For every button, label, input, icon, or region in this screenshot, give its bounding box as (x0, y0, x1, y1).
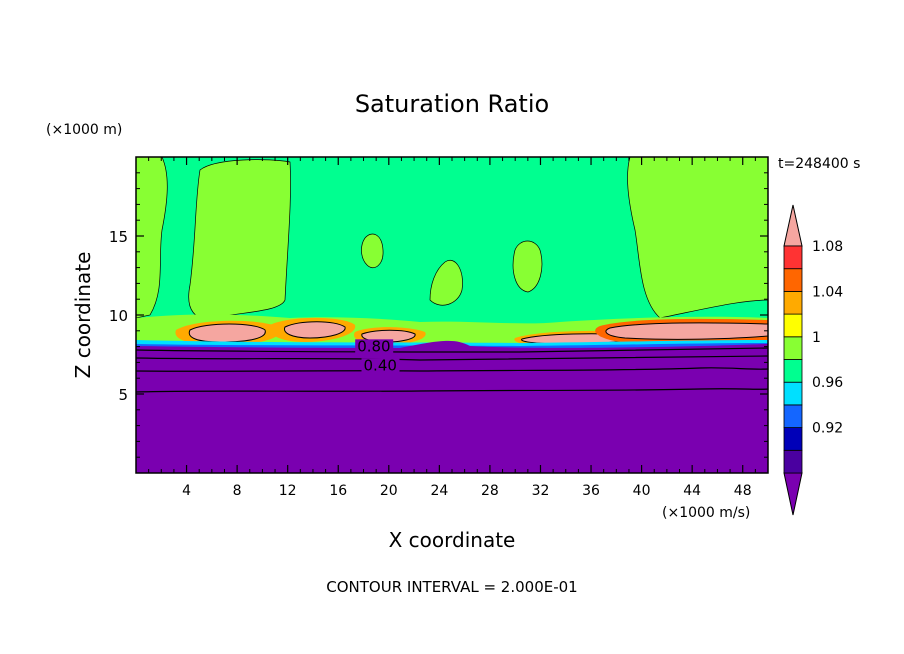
x-axis-label: X coordinate (389, 528, 516, 552)
contour-line-d (136, 388, 768, 393)
field-lower-purple (136, 340, 768, 473)
chart-title: Saturation Ratio (355, 90, 549, 118)
colorbar-label: 0.96 (812, 375, 843, 391)
plume-left (136, 157, 168, 319)
plume-4 (512, 240, 543, 293)
colorbar-label: 1.08 (812, 239, 843, 255)
x-tick-label: 32 (532, 483, 550, 499)
cloud-core-2b (283, 321, 346, 339)
contour-label-bg (361, 358, 400, 374)
colorbar-bin (783, 313, 803, 338)
colorbar-bin (783, 245, 803, 270)
colorbar-bin (783, 427, 803, 451)
x-axis: 4 8 12 16 20 24 28 32 36 40 44 48 (148, 157, 756, 499)
colorbar-bin (783, 290, 803, 315)
time-label: t=248400 s (778, 156, 860, 172)
contour-labels: 0.800.40 (355, 337, 400, 374)
plot-area (135, 156, 769, 474)
y-tick-label: 10 (109, 307, 128, 325)
colorbar: 0.92 0.96 1 1.04 1.08 (783, 204, 843, 516)
y-tick-label: 15 (109, 228, 128, 246)
cloud-core-1b (188, 323, 266, 343)
contour-interval-label: CONTOUR INTERVAL = 2.000E-01 (326, 578, 577, 596)
plume-6 (361, 233, 384, 269)
plume-2 (188, 159, 291, 320)
plume-5 (429, 260, 463, 306)
colorbar-bin (783, 268, 803, 292)
x-unit-label: (×1000 m/s) (662, 505, 750, 521)
contour-label: 0.40 (364, 356, 397, 374)
x-tick-label: 24 (430, 483, 448, 499)
colorbar-top-arrow (783, 204, 803, 247)
y-axis-label: Z coordinate (71, 252, 95, 379)
colorbar-bin (783, 336, 803, 360)
cloud-core-5b (605, 322, 768, 340)
x-tick-label: 48 (734, 483, 752, 499)
y-unit-label: (×1000 m) (46, 122, 122, 138)
x-tick-label: 36 (582, 483, 600, 499)
plume-3 (627, 157, 768, 319)
y-axis: 5 10 15 (109, 172, 768, 458)
colorbar-label: 1.04 (812, 284, 843, 300)
colorbar-bottom-arrow (783, 472, 803, 516)
contour-line-c (136, 367, 768, 372)
x-tick-label: 20 (380, 483, 398, 499)
x-tick-label: 28 (481, 483, 499, 499)
colorbar-bin (783, 359, 803, 383)
colorbar-bin (783, 381, 803, 406)
colorbar-bin (783, 404, 803, 428)
x-tick-label: 8 (233, 483, 242, 499)
colorbar-label: 0.92 (812, 421, 843, 437)
contour-line-a (136, 347, 768, 353)
contour-label-bg (355, 339, 394, 355)
y-tick-label: 5 (118, 386, 128, 404)
x-tick-label: 4 (182, 483, 191, 499)
colorbar-label: 1 (812, 330, 821, 346)
x-tick-label: 16 (329, 483, 347, 499)
colorbar-bin (783, 449, 803, 474)
contour-line-b (136, 355, 768, 361)
x-tick-label: 12 (279, 483, 297, 499)
x-tick-label: 40 (633, 483, 651, 499)
contour-label: 0.80 (357, 337, 390, 355)
x-tick-label: 44 (683, 483, 701, 499)
